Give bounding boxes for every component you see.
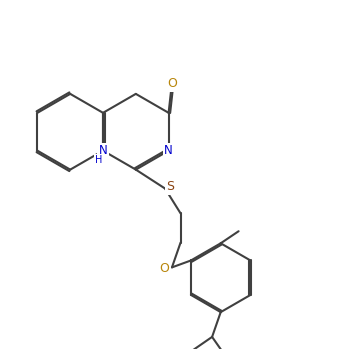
Text: N: N (99, 144, 108, 157)
Text: O: O (160, 262, 169, 275)
Text: O: O (167, 77, 177, 90)
Text: S: S (167, 180, 175, 193)
Text: H: H (95, 155, 103, 165)
Text: N: N (164, 144, 173, 157)
